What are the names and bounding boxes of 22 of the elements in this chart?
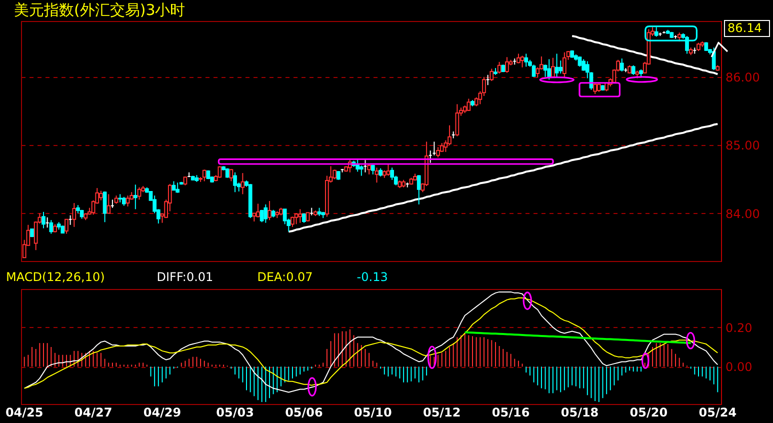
x-tick-label: 05/03 [216, 406, 254, 420]
x-tick-label: 05/06 [285, 406, 323, 420]
y-tick-label: 85.00 [726, 138, 760, 153]
text: DIFF:0.01 [156, 270, 214, 284]
y-tick-label: 0.20 [726, 320, 752, 335]
text: DEA:0.07 [257, 270, 313, 284]
x-tick-label: 04/29 [143, 406, 182, 420]
x-tick-label: 04/25 [5, 406, 44, 420]
y-tick-label: 84.00 [726, 206, 760, 221]
chart-title: MACD(12,26,10) [6, 270, 105, 284]
x-tick-label: 05/10 [354, 406, 392, 420]
text: 86.14 [724, 20, 770, 37]
y-tick-label: 0.00 [726, 360, 752, 374]
x-tick-label: 05/18 [560, 406, 599, 420]
x-tick-label: 05/20 [630, 406, 668, 420]
text: -0.13 [356, 270, 388, 284]
y-tick-label: 86.00 [726, 70, 760, 84]
chart-title: 美元指数(外汇交易)3小时 [14, 0, 186, 18]
x-tick-label: 04/27 [74, 406, 112, 420]
x-tick-label: 05/12 [422, 406, 461, 420]
x-tick-label: 05/24 [698, 406, 737, 420]
x-tick-label: 05/16 [492, 406, 530, 420]
